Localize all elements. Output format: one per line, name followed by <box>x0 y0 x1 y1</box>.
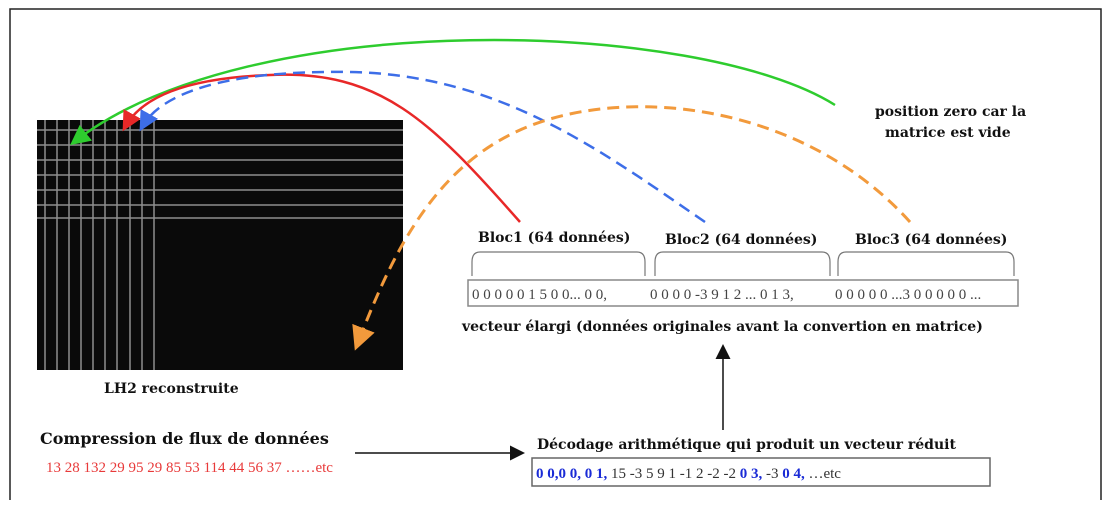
vector-segment: 0 0 0 0 0 ...3 0 0 0 0 0 ... <box>835 287 981 303</box>
vector-segment: -3 <box>762 466 782 482</box>
vector-segment: 0 0 0 0 -3 9 1 2 ... 0 1 3, <box>650 287 794 303</box>
compression-stream: 13 28 132 29 95 29 85 53 114 44 56 37 ……… <box>46 460 333 476</box>
block-label: Bloc1 (64 données) <box>478 230 630 246</box>
note-line: matrice est vide <box>885 125 1011 141</box>
vector-segment: 0 4, <box>782 466 805 482</box>
block-label: Bloc3 (64 données) <box>855 232 1007 248</box>
decoding-title: Décodage arithmétique qui produit un vec… <box>537 437 956 453</box>
arrow-orange <box>357 107 910 345</box>
vector-segment: 0 0 0 0 0 1 5 0 0... 0 0, <box>472 287 607 303</box>
block-label: Bloc2 (64 données) <box>665 232 817 248</box>
matrix-label: LH2 reconstruite <box>104 381 239 397</box>
vector-segment: 0 0,0 0, 0 1, <box>536 466 608 482</box>
note-line: position zero car la <box>875 104 1026 120</box>
vector-segment: 15 -3 5 9 1 -1 2 -2 -2 <box>607 466 739 482</box>
compression-title: Compression de flux de données <box>40 429 329 448</box>
diagram: position zero car la matrice est vide Bl… <box>0 0 1110 506</box>
vector-caption: vecteur élargi (données originales avant… <box>461 319 983 335</box>
vector-segment: 0 3, <box>740 466 763 482</box>
reduced-vector: 0 0,0 0, 0 1, 15 -3 5 9 1 -1 2 -2 -2 0 3… <box>536 466 841 482</box>
matrix-image <box>37 120 403 370</box>
braces <box>472 252 1014 276</box>
vector-segment: …etc <box>805 466 842 482</box>
